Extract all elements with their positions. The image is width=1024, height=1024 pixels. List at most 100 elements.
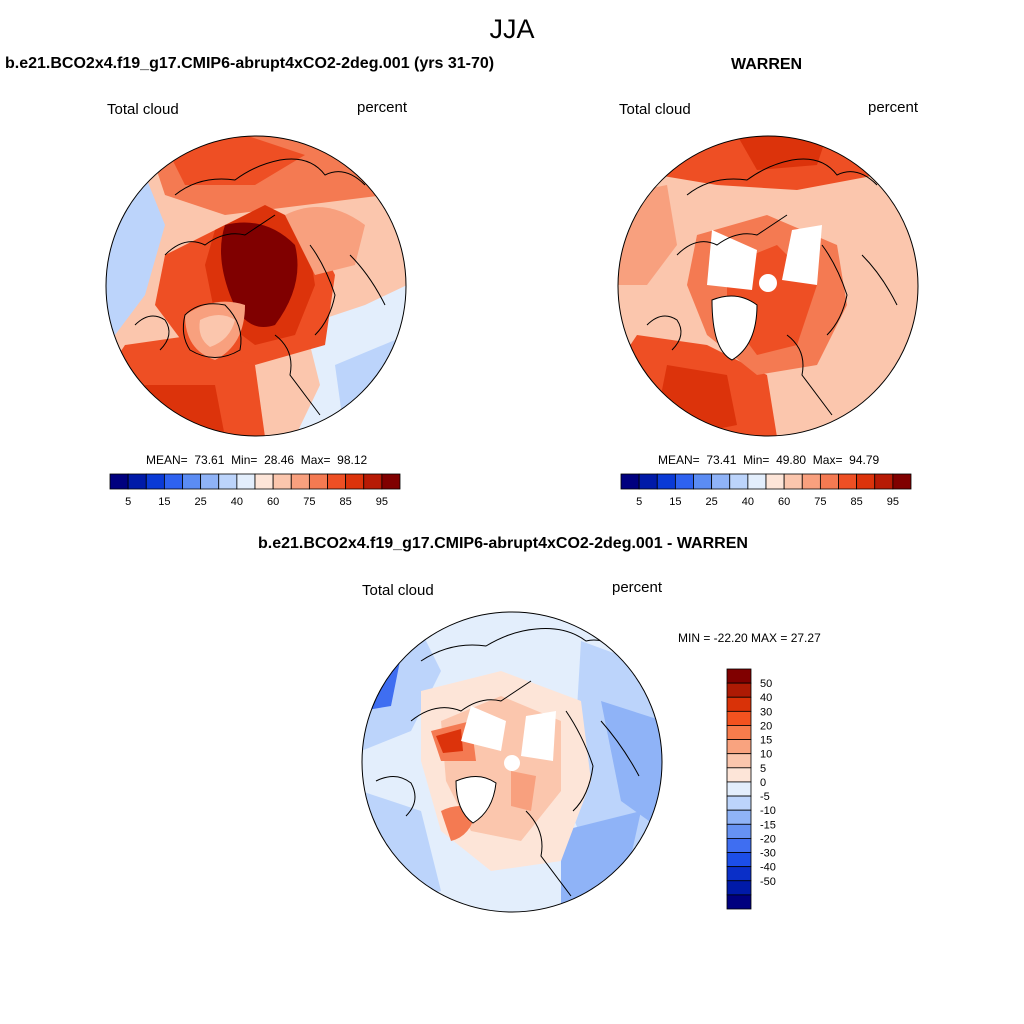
panel2-title: WARREN <box>731 56 803 73</box>
colorbar-tick-label: -50 <box>760 876 776 888</box>
panel2-max-label: Max= <box>812 453 843 467</box>
colorbar-swatch <box>726 838 752 853</box>
colorbar-swatch <box>272 473 292 490</box>
panel2-max-value: 94.79 <box>849 453 880 467</box>
colorbar-tick-label: -15 <box>760 819 776 831</box>
colorbar-swatch <box>726 894 752 910</box>
colorbar-tick-label: 0 <box>760 777 766 789</box>
panel2-missing-greenland <box>712 296 757 360</box>
panel2-polar-map <box>617 135 919 437</box>
panel1-polar-map <box>105 135 407 437</box>
colorbar-swatch <box>726 852 752 868</box>
colorbar-tick-label: 50 <box>760 678 772 690</box>
colorbar-tick-label: -5 <box>760 791 770 803</box>
panel1-region-central-arctic <box>221 222 298 327</box>
colorbar-tick-label: 95 <box>376 496 388 508</box>
colorbar-swatch <box>711 473 731 490</box>
colorbar-swatch <box>729 473 749 490</box>
panel2-min-value: 49.80 <box>776 453 807 467</box>
colorbar-swatch <box>109 473 129 490</box>
colorbar-swatch <box>726 710 752 726</box>
colorbar-tick-label: 75 <box>814 496 826 508</box>
panel1-variable-label: Total cloud <box>107 101 179 118</box>
colorbar-swatch <box>726 809 752 825</box>
colorbar-swatch <box>127 473 147 490</box>
panel2-variable-label: Total cloud <box>619 101 691 118</box>
colorbar-tick-label: -10 <box>760 805 776 817</box>
colorbar-swatch <box>726 682 752 698</box>
colorbar-tick-label: -40 <box>760 862 776 874</box>
colorbar-swatch <box>236 473 256 490</box>
panel3-coastlines <box>375 628 640 897</box>
colorbar-swatch <box>620 473 640 490</box>
colorbar-swatch <box>726 781 752 797</box>
colorbar-tick-label: 15 <box>669 496 681 508</box>
colorbar-tick-label: 5 <box>125 496 131 508</box>
panel1-title: b.e21.BCO2x4.f19_g17.CMIP6-abrupt4xCO2-2… <box>5 55 495 72</box>
colorbar-swatch <box>638 473 658 490</box>
panel2-min-label: Min= <box>743 453 770 467</box>
colorbar-swatch <box>381 473 401 490</box>
panel1-min-label: Min= <box>231 453 258 467</box>
panel3-minmax: MIN = -22.20 MAX = 27.27 <box>678 631 821 645</box>
colorbar-swatch <box>163 473 183 490</box>
colorbar-tick-label: -20 <box>760 833 776 845</box>
panel1-colorbar: 5 15 25 40 60 75 85 95 <box>109 473 401 508</box>
panel1-mean-label: MEAN= <box>146 453 188 467</box>
panel2-missing-archipelago <box>707 230 757 290</box>
figure-title: JJA <box>489 14 535 44</box>
panel1-stats: MEAN= 73.61 Min= 28.46 Max= 98.12 <box>146 453 367 467</box>
colorbar-swatch <box>327 473 347 490</box>
panel2-stats: MEAN= 73.41 Min= 49.80 Max= 94.79 <box>658 453 879 467</box>
colorbar-swatch <box>182 473 202 490</box>
panel3-missing-archipelago <box>461 706 506 751</box>
panel3-units-label: percent <box>612 579 663 596</box>
colorbar-tick-label: 60 <box>778 496 790 508</box>
panel2-mean-value: 73.41 <box>706 453 737 467</box>
colorbar-tick-label: 40 <box>760 692 772 704</box>
colorbar-swatch <box>765 473 785 490</box>
colorbar-tick-label: -30 <box>760 848 776 860</box>
colorbar-tick-label: 15 <box>760 735 772 747</box>
colorbar-tick-label: 75 <box>303 496 315 508</box>
colorbar-tick-label: 40 <box>742 496 754 508</box>
colorbar-tick-label: 30 <box>760 706 772 718</box>
colorbar-tick-label: 85 <box>340 496 352 508</box>
colorbar-swatch <box>892 473 912 490</box>
colorbar-tick-label: 25 <box>195 496 207 508</box>
panel1-mean-value: 73.61 <box>194 453 225 467</box>
colorbar-swatch <box>308 473 328 490</box>
colorbar-swatch <box>726 668 752 684</box>
colorbar-tick-label: 25 <box>706 496 718 508</box>
colorbar-swatch <box>726 795 752 811</box>
colorbar-swatch <box>726 880 752 896</box>
colorbar-swatch <box>819 473 839 490</box>
colorbar-swatch <box>726 739 752 755</box>
colorbar-swatch <box>656 473 676 490</box>
colorbar-tick-label: 10 <box>760 749 772 761</box>
colorbar-swatch <box>674 473 694 490</box>
panel2-mean-label: MEAN= <box>658 453 700 467</box>
colorbar-swatch <box>145 473 165 490</box>
colorbar-swatch <box>726 866 752 882</box>
colorbar-swatch <box>726 696 752 712</box>
colorbar-swatch <box>254 473 274 490</box>
panel1-max-label: Max= <box>300 453 331 467</box>
colorbar-swatch <box>874 473 894 490</box>
colorbar-swatch <box>345 473 365 490</box>
colorbar-swatch <box>200 473 220 490</box>
colorbar-swatch <box>726 823 752 839</box>
panel2-colorbar: 5 15 25 40 60 75 85 95 <box>620 473 912 508</box>
colorbar-swatch <box>726 725 752 740</box>
panel3-title: b.e21.BCO2x4.f19_g17.CMIP6-abrupt4xCO2-2… <box>258 535 748 552</box>
colorbar-swatch <box>726 767 752 783</box>
colorbar-tick-label: 85 <box>851 496 863 508</box>
colorbar-swatch <box>726 753 752 769</box>
panel1-min-value: 28.46 <box>264 453 295 467</box>
colorbar-tick-label: 95 <box>887 496 899 508</box>
colorbar-tick-label: 5 <box>636 496 642 508</box>
colorbar-swatch <box>747 473 767 490</box>
colorbar-tick-label: 20 <box>760 720 772 732</box>
panel3-variable-label: Total cloud <box>362 582 434 599</box>
